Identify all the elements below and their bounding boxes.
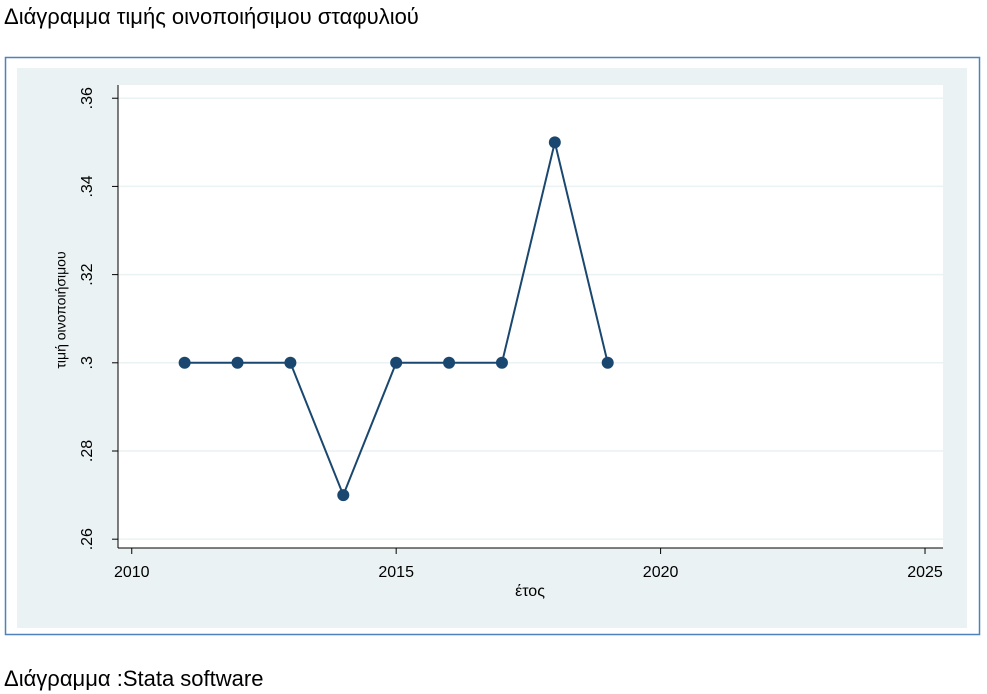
marker <box>337 489 350 502</box>
y-tick-label: .36 <box>79 87 96 109</box>
y-tick-label: .34 <box>79 175 96 197</box>
plot-area <box>118 85 943 548</box>
marker <box>284 356 297 369</box>
marker <box>548 136 561 149</box>
x-tick-label: 2015 <box>378 564 414 581</box>
marker <box>495 356 508 369</box>
marker <box>601 356 614 369</box>
marker <box>231 356 244 369</box>
marker <box>390 356 403 369</box>
y-tick-label: .28 <box>79 440 96 462</box>
y-tick-label: .26 <box>79 528 96 550</box>
chart-title: Διάγραμμα τιμής οινοποιήσιμου σταφυλιού <box>4 4 419 29</box>
x-tick-label: 2010 <box>114 564 150 581</box>
marker <box>443 356 456 369</box>
x-tick-label: 2025 <box>907 564 943 581</box>
x-tick-label: 2020 <box>643 564 679 581</box>
caption: Διάγραμμα :Stata software <box>4 666 263 691</box>
x-axis-title: έτος <box>515 583 545 600</box>
y-tick-label: .3 <box>79 356 96 369</box>
y-axis-title: τιμή οινοποιήσιμου <box>53 251 69 368</box>
marker <box>178 356 191 369</box>
y-tick-label: .32 <box>79 263 96 285</box>
